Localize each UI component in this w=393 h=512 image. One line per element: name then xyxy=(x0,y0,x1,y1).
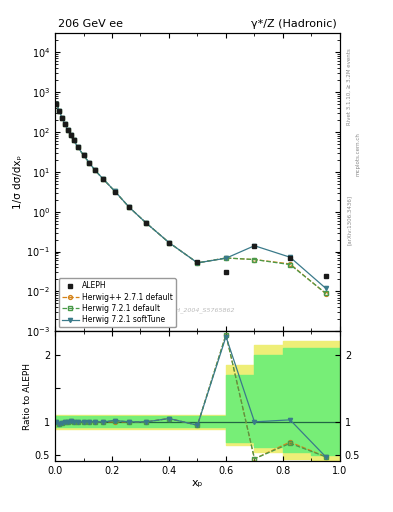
Y-axis label: 1/σ dσ/dxₚ: 1/σ dσ/dxₚ xyxy=(13,155,24,209)
X-axis label: xₚ: xₚ xyxy=(192,478,203,488)
Text: 206 GeV ee: 206 GeV ee xyxy=(58,19,123,29)
Text: mcplots.cern.ch: mcplots.cern.ch xyxy=(356,132,361,176)
Y-axis label: Ratio to ALEPH: Ratio to ALEPH xyxy=(23,362,32,430)
Text: Rivet 3.1.10, ≥ 3.2M events: Rivet 3.1.10, ≥ 3.2M events xyxy=(347,49,352,125)
Text: [arXiv:1306.3436]: [arXiv:1306.3436] xyxy=(347,195,352,245)
Text: γ*/Z (Hadronic): γ*/Z (Hadronic) xyxy=(252,19,337,29)
Text: ALEPH_2004_S5765862: ALEPH_2004_S5765862 xyxy=(160,308,235,313)
Legend: ALEPH, Herwig++ 2.7.1 default, Herwig 7.2.1 default, Herwig 7.2.1 softTune: ALEPH, Herwig++ 2.7.1 default, Herwig 7.… xyxy=(59,279,176,328)
